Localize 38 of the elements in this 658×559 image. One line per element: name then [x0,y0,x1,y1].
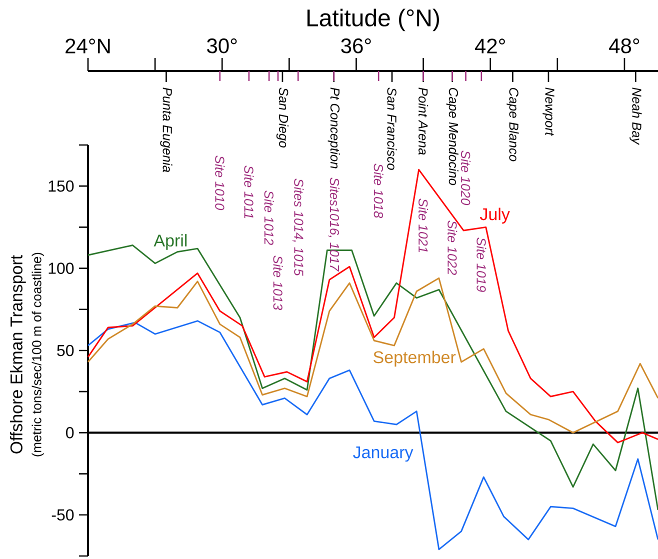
series-label: July [480,208,510,224]
annotation: Pt Conception [328,88,340,168]
x-tick-label: 24°N [66,38,110,54]
series-label: September [374,350,456,367]
annotation: Site 1013 [273,256,283,310]
annotation: San Francisco [387,88,397,170]
annotation: Cape Blanco [506,88,519,162]
annotation: Site 1010 [215,156,225,210]
annotation: Point Arena [418,88,428,155]
annotation: Site 1019 [476,238,486,292]
annotation: Site 1011 [244,166,254,218]
annotation: Sites1016, 1017 [328,178,340,272]
line-series [87,320,658,550]
x-tick-label: 30° [207,38,237,54]
annotation: Site 1018 [374,164,384,218]
annotation: Site 1022 [448,220,458,275]
annotation: Sites 1014, 1015 [292,178,304,276]
y-axis-title: Offshore Ekman Transport [10,255,26,454]
y-tick-label: 100 [48,262,74,274]
annotation: Cape Mendocino [446,88,458,186]
annotation: San Diego [276,88,289,148]
text: Neah Bay [630,88,642,145]
x-tick-label: 36° [341,38,371,54]
text: Newport [542,88,554,136]
annotation: Site 1020 [460,150,471,206]
x-tick-label: 48° [609,38,640,54]
annotation: Punta Eugenia [160,88,172,172]
text: (metric tons/sec/100 m of coastline) [32,252,44,456]
y-tick-label: 50 [57,344,74,356]
annotation: Site 1021 [418,198,428,252]
series-label: April [154,234,187,250]
y-tick-label: 0 [66,427,74,438]
x-tick-label: 42° [474,38,505,54]
annotation: Site 1012 [264,190,274,245]
y-tick-label: 150 [48,180,74,192]
series-label: January [353,446,414,462]
x-axis-title: Latitude (°N) [307,8,439,32]
y-tick-label: -50 [52,509,74,521]
